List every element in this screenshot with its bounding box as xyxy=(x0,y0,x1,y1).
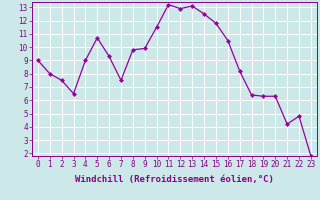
X-axis label: Windchill (Refroidissement éolien,°C): Windchill (Refroidissement éolien,°C) xyxy=(75,175,274,184)
